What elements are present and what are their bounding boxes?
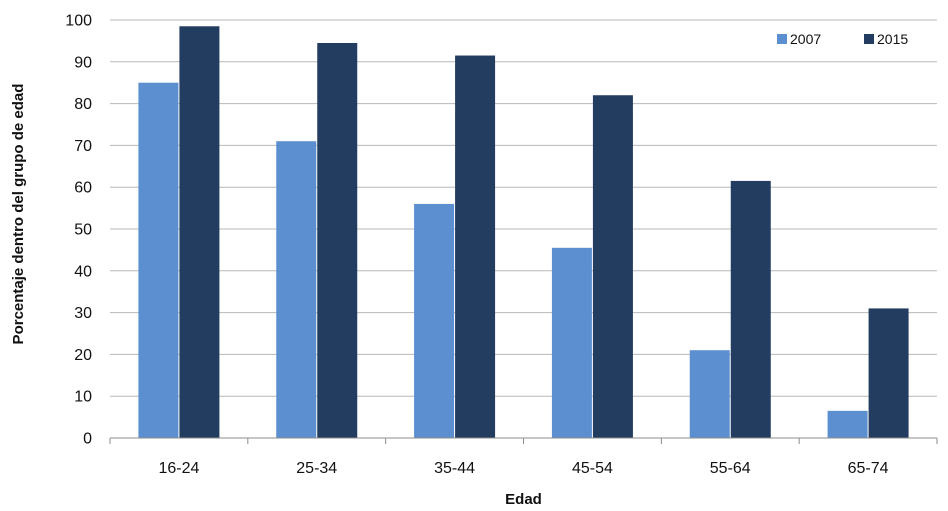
x-tick-label: 45-54 (572, 460, 613, 477)
bar-2015-16-24 (179, 26, 220, 439)
bar-2015-65-74 (868, 308, 909, 438)
legend-label-2015: 2015 (877, 31, 908, 47)
x-tick-label: 16-24 (158, 460, 199, 477)
y-tick-label: 60 (74, 180, 92, 197)
bar-2007-55-64 (689, 350, 730, 438)
y-tick-label: 90 (74, 54, 92, 71)
x-tick-label: 65-74 (848, 460, 889, 477)
legend-label-2007: 2007 (790, 31, 821, 47)
y-tick-labels: 0 10 20 30 40 50 60 70 80 90 100 (65, 13, 92, 448)
bar-2007-65-74 (827, 410, 868, 438)
bar-2007-35-44 (414, 203, 455, 438)
y-tick-label: 70 (74, 138, 92, 155)
y-tick-label: 100 (65, 13, 92, 30)
y-tick-label: 50 (74, 222, 92, 239)
bar-2015-25-34 (317, 42, 358, 439)
x-axis-title: Edad (505, 491, 542, 508)
bar-2007-25-34 (276, 141, 317, 438)
x-tick-label: 35-44 (434, 460, 475, 477)
x-tick-label: 55-64 (710, 460, 751, 477)
y-tick-label: 10 (74, 389, 92, 406)
x-tick-labels: 16-24 25-34 35-44 45-54 55-64 65-74 (158, 460, 888, 477)
legend: 2007 2015 (777, 31, 908, 47)
bar-2015-45-54 (592, 95, 633, 439)
y-tick-label: 0 (83, 431, 92, 448)
gridlines (110, 19, 937, 397)
y-tick-label: 80 (74, 96, 92, 113)
x-tick-label: 25-34 (296, 460, 337, 477)
y-tick-label: 30 (74, 305, 92, 322)
legend-swatch-2015 (864, 34, 874, 44)
y-tick-label: 20 (74, 347, 92, 364)
bar-2015-35-44 (455, 55, 496, 438)
bar-2007-45-54 (551, 247, 592, 438)
y-axis-title: Porcentaje dentro del grupo de edad (10, 84, 27, 345)
bars (138, 26, 909, 439)
bar-2007-16-24 (138, 82, 179, 438)
bar-2015-55-64 (730, 180, 771, 438)
y-tick-label: 40 (74, 263, 92, 280)
legend-swatch-2007 (777, 34, 787, 44)
axes (109, 437, 938, 444)
